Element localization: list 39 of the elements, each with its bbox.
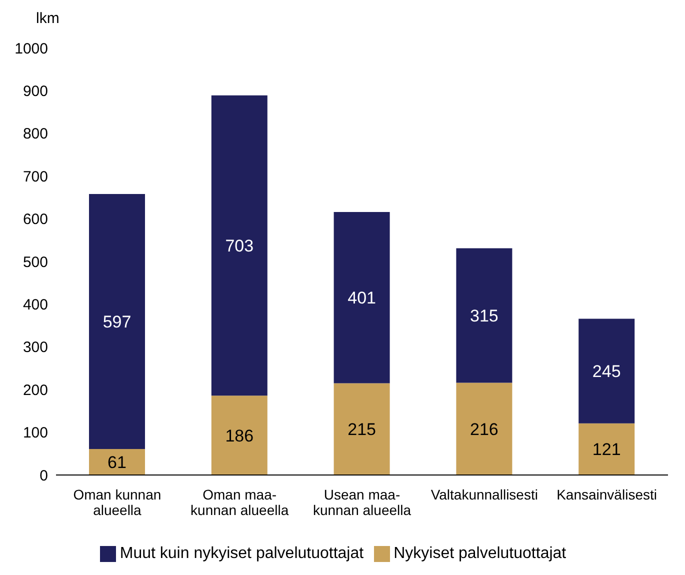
y-tick-label: 100 xyxy=(22,424,48,442)
y-tick-label: 400 xyxy=(22,296,48,314)
y-tick-label: 800 xyxy=(22,126,48,143)
bar xyxy=(578,318,635,424)
y-tick-label: 500 xyxy=(22,254,48,271)
y-tick-label: 0 xyxy=(40,467,48,484)
bar xyxy=(211,396,268,475)
bar xyxy=(456,248,512,383)
data-label: 215 xyxy=(348,420,376,440)
y-tick-label: 900 xyxy=(22,83,48,100)
legend-label: Muut kuin nykyiset palvelutuottajat xyxy=(120,545,364,562)
x-tick-label: Oman kunnan alueella xyxy=(73,486,162,518)
x-tick-label: Valtakunnallisesti xyxy=(430,486,538,503)
data-label: 703 xyxy=(225,236,254,256)
bar xyxy=(334,383,390,475)
y-tick-label: 300 xyxy=(22,339,48,356)
data-label: 245 xyxy=(592,362,621,382)
legend-label: Nykyiset palvelutuottajat xyxy=(394,545,566,562)
data-label: 597 xyxy=(102,312,132,332)
x-tick-label: Usean maa- kunnan alueella xyxy=(312,486,412,518)
x-tick-label: Kansainvälisesti xyxy=(556,486,657,503)
bar xyxy=(89,448,145,475)
bar xyxy=(211,95,268,396)
data-label: 186 xyxy=(225,426,254,446)
y-tick-label: 700 xyxy=(22,168,48,186)
bar xyxy=(456,382,512,475)
data-label: 315 xyxy=(470,306,498,326)
data-label: 401 xyxy=(348,288,376,308)
data-label: 61 xyxy=(108,453,126,472)
bar xyxy=(578,423,635,475)
y-tick-label: 600 xyxy=(22,211,48,228)
x-tick-label: Oman maa- kunnan alueella xyxy=(190,486,289,518)
data-label: 216 xyxy=(470,420,498,439)
data-label: 121 xyxy=(592,440,621,460)
bar xyxy=(89,194,145,449)
y-tick-label: 1000 xyxy=(14,40,48,58)
y-tick-label: 200 xyxy=(22,382,48,399)
y-axis-title: lkm xyxy=(36,10,60,27)
bar xyxy=(334,212,390,384)
